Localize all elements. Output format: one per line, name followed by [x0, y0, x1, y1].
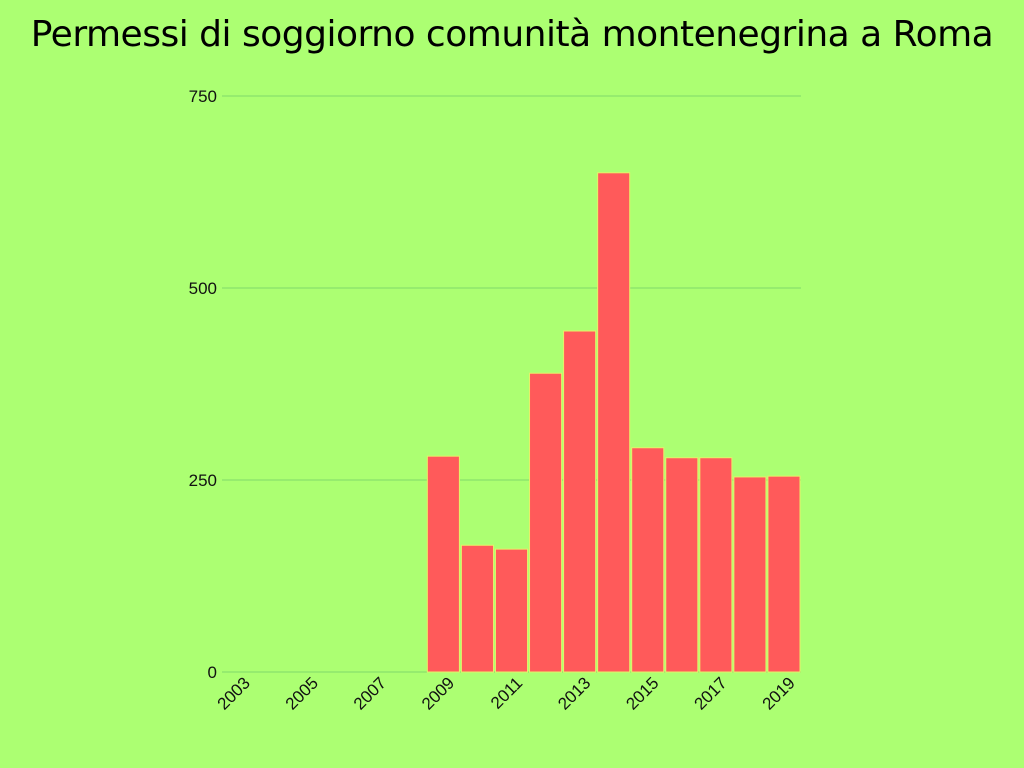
y-axis-ticks: 0 250 500 750	[189, 87, 217, 682]
x-tick-label: 2017	[690, 673, 730, 713]
bar-2019	[767, 475, 801, 673]
bar-2011	[494, 548, 529, 673]
bars	[426, 172, 801, 673]
x-tick-label: 2013	[554, 673, 594, 713]
x-tick-label: 2007	[350, 673, 390, 713]
y-tick-label: 750	[189, 87, 217, 106]
bar-2009	[426, 455, 460, 673]
bar-2014	[597, 172, 631, 673]
y-tick-label: 500	[189, 279, 217, 298]
chart-title: Permessi di soggiorno comunità montenegr…	[30, 14, 994, 55]
bar-2015	[631, 447, 665, 673]
x-tick-label: 2003	[214, 673, 254, 713]
bar-2017	[699, 457, 733, 673]
bar-2016	[665, 457, 699, 673]
x-axis-ticks: 2003 2005 2007 2009 2011 2013 2015 2017 2019	[214, 673, 799, 713]
bar-2018	[733, 476, 767, 673]
x-tick-label: 2009	[418, 673, 458, 713]
y-tick-label: 0	[208, 663, 217, 682]
bar-2010	[460, 544, 494, 673]
x-tick-label: 2015	[622, 673, 662, 713]
x-tick-label: 2011	[487, 673, 526, 712]
y-tick-label: 250	[189, 471, 217, 490]
bar-2013	[563, 330, 597, 673]
x-tick-label: 2019	[759, 673, 799, 713]
bar-2012	[529, 372, 563, 673]
x-tick-label: 2005	[282, 673, 322, 713]
